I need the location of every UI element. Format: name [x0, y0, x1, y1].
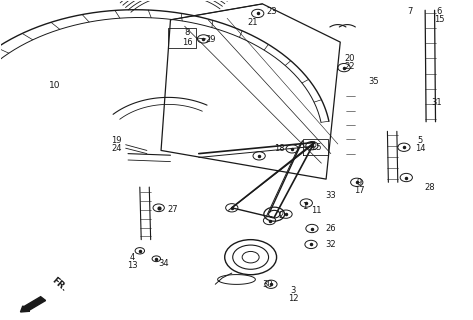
Text: 31: 31 [432, 98, 442, 107]
Text: 13: 13 [127, 261, 138, 270]
Text: 4: 4 [130, 253, 135, 262]
Text: 7: 7 [407, 7, 413, 16]
Text: 18: 18 [274, 144, 284, 153]
Text: 29: 29 [205, 35, 216, 44]
Text: 28: 28 [425, 183, 435, 192]
Text: 22: 22 [344, 61, 355, 70]
Text: 30: 30 [262, 280, 272, 289]
Text: 6: 6 [437, 7, 442, 16]
Text: 23: 23 [267, 7, 277, 16]
Text: 15: 15 [434, 15, 445, 24]
Text: 2: 2 [279, 211, 284, 220]
Text: 24: 24 [111, 144, 122, 153]
Text: 9: 9 [357, 178, 362, 187]
Text: 8: 8 [184, 28, 190, 37]
Text: 12: 12 [288, 294, 298, 303]
Text: FR.: FR. [50, 275, 69, 293]
Text: 16: 16 [182, 38, 193, 47]
Text: 3: 3 [290, 286, 296, 295]
Text: 25: 25 [311, 143, 322, 152]
Text: 5: 5 [418, 136, 423, 145]
Text: 14: 14 [415, 144, 426, 153]
Text: 35: 35 [368, 77, 378, 86]
Text: 17: 17 [354, 186, 364, 195]
Text: 10: 10 [49, 81, 61, 90]
Text: 1: 1 [302, 202, 307, 211]
Text: 33: 33 [325, 190, 336, 200]
FancyArrow shape [20, 297, 45, 312]
Text: 32: 32 [325, 240, 336, 249]
Text: 11: 11 [311, 206, 322, 215]
Text: 26: 26 [325, 224, 336, 233]
Text: 34: 34 [158, 259, 169, 268]
Text: 27: 27 [167, 205, 178, 214]
Text: 19: 19 [111, 136, 122, 145]
Text: 21: 21 [248, 19, 258, 28]
Text: 20: 20 [344, 53, 355, 62]
